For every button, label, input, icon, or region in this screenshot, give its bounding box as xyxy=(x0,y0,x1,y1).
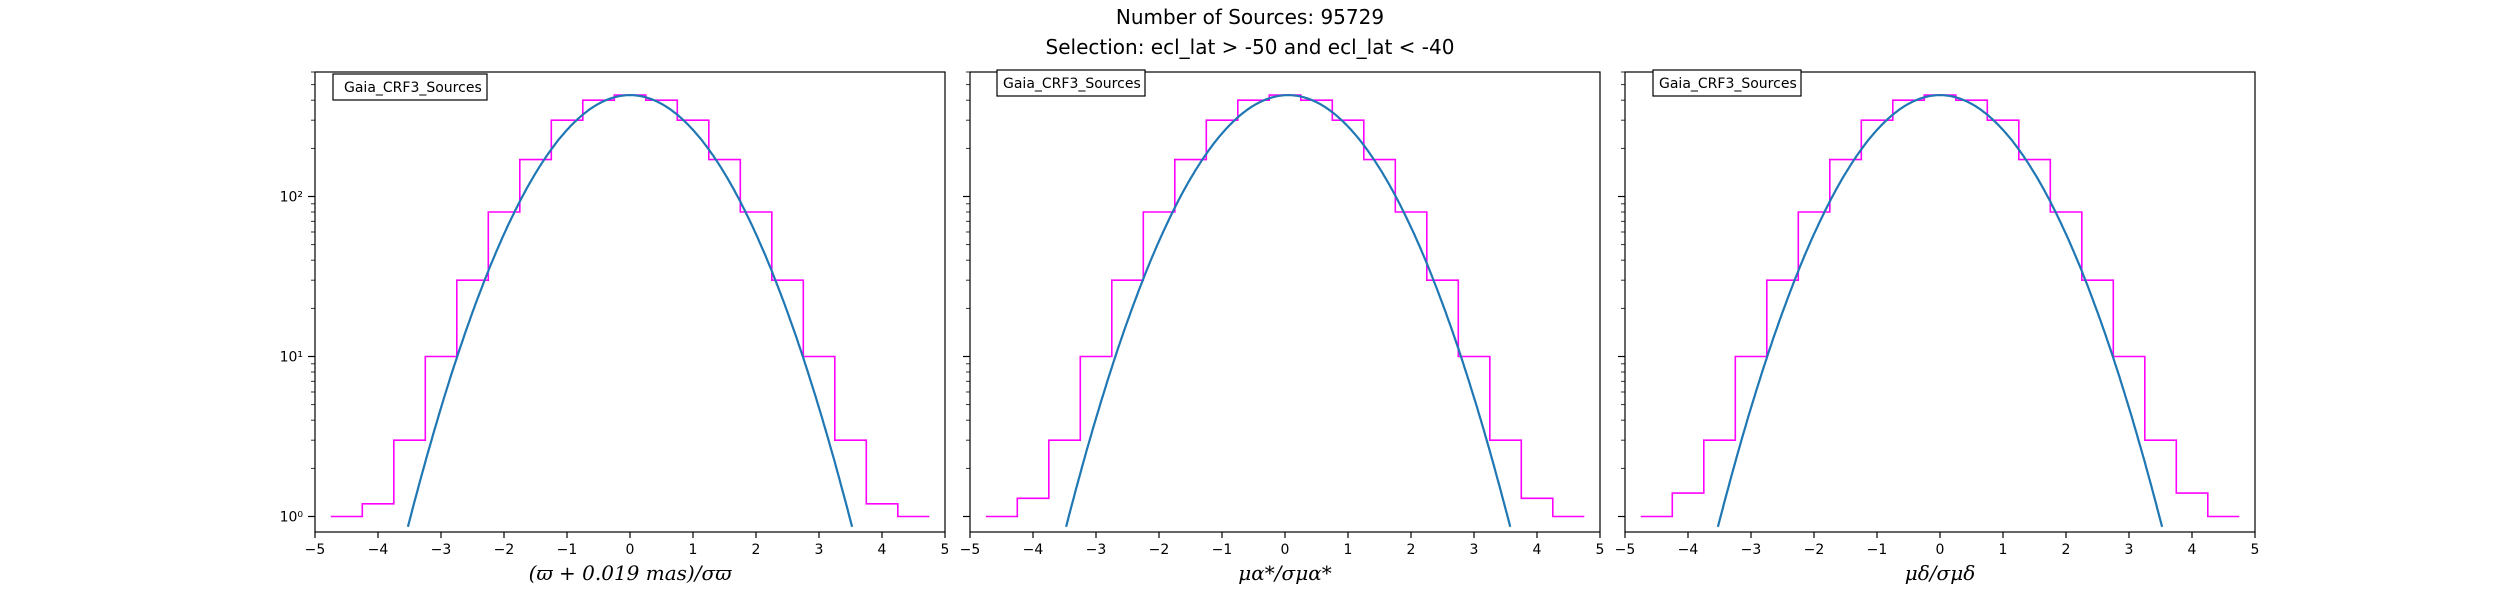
x-tick-label: 3 xyxy=(815,542,824,558)
x-tick-label: 4 xyxy=(878,542,887,558)
x-tick-label: −4 xyxy=(1678,542,1699,558)
legend-label: Gaia_CRF3_Sources xyxy=(1659,76,1797,92)
x-tick-label: 0 xyxy=(626,542,635,558)
x-tick-label: 5 xyxy=(1596,542,1605,558)
y-tick-label: 10¹ xyxy=(280,349,303,365)
x-tick-label: 2 xyxy=(2062,542,2071,558)
panel-pmra: Gaia_CRF3_Sources μα*/σμα* −5 −4 −3 −2 −1 0 1 2… xyxy=(960,69,1605,585)
legend-label: Gaia_CRF3_Sources xyxy=(1003,76,1141,92)
panel-parallax: Gaia_CRF3_Sources (ϖ + 0.019 mas)/σϖ −5 −… xyxy=(280,71,950,585)
x-tick-label: −2 xyxy=(1804,542,1825,558)
legend-label: Gaia_CRF3_Sources xyxy=(344,80,482,96)
x-tick-label: 4 xyxy=(2188,542,2197,558)
x-tick-label: 1 xyxy=(1344,542,1353,558)
x-tick-label: 0 xyxy=(1281,542,1290,558)
x-tick-label: −1 xyxy=(1867,542,1888,558)
x-tick-label: −1 xyxy=(557,542,578,558)
gaussian-fit-line xyxy=(1716,93,2164,528)
x-tick-label: −1 xyxy=(1212,542,1233,558)
x-tick-label: 0 xyxy=(1936,542,1945,558)
plot-data-layer xyxy=(1640,93,2240,528)
x-tick-label: −2 xyxy=(494,542,515,558)
x-tick-label: −3 xyxy=(431,542,452,558)
x-tick-label: −4 xyxy=(368,542,389,558)
x-tick-label: 5 xyxy=(2251,542,2260,558)
x-tick-label: −4 xyxy=(1023,542,1044,558)
plot-frame xyxy=(314,71,946,533)
x-tick-label: 4 xyxy=(1533,542,1542,558)
x-tick-label: −5 xyxy=(960,542,981,558)
panel-pmdec: Gaia_CRF3_Sources μδ/σμδ −5 −4 −3 −2 −1 0 1 2 3 4… xyxy=(1615,69,2260,585)
gaussian-fit-line xyxy=(1065,93,1512,528)
plot-frame xyxy=(1624,71,2256,533)
y-tick-label: 10² xyxy=(280,190,303,206)
x-tick-label: −5 xyxy=(1615,542,1636,558)
figure-title-line2: Selection: ecl_lat > -50 and ecl_lat < -… xyxy=(1046,35,1455,59)
plot-frame xyxy=(969,71,1601,533)
legend-box xyxy=(332,73,488,101)
x-tick-label: −5 xyxy=(305,542,326,558)
gaussian-fit-line xyxy=(406,93,854,528)
x-tick-label: −3 xyxy=(1086,542,1107,558)
x-tick-label: −2 xyxy=(1149,542,1170,558)
x-axis-label: μα*/σμα* xyxy=(1238,561,1331,585)
x-tick-label: 1 xyxy=(1999,542,2008,558)
y-tick-label: 10⁰ xyxy=(280,509,304,525)
x-axis-label: (ϖ + 0.019 mas)/σϖ xyxy=(529,561,733,585)
x-axis-label: μδ/σμδ xyxy=(1905,561,1975,585)
x-tick-label: 2 xyxy=(752,542,761,558)
legend-box xyxy=(996,69,1146,97)
plot-data-layer xyxy=(330,93,930,528)
x-tick-label: 5 xyxy=(941,542,950,558)
x-tick-label: 3 xyxy=(1470,542,1479,558)
x-tick-label: 1 xyxy=(689,542,698,558)
x-tick-label: 3 xyxy=(2125,542,2134,558)
x-tick-label: −3 xyxy=(1741,542,1762,558)
plot-data-layer xyxy=(985,93,1585,528)
legend-box xyxy=(1652,69,1802,97)
x-tick-label: 2 xyxy=(1407,542,1416,558)
figure-title-line1: Number of Sources: 95729 xyxy=(1116,5,1384,29)
